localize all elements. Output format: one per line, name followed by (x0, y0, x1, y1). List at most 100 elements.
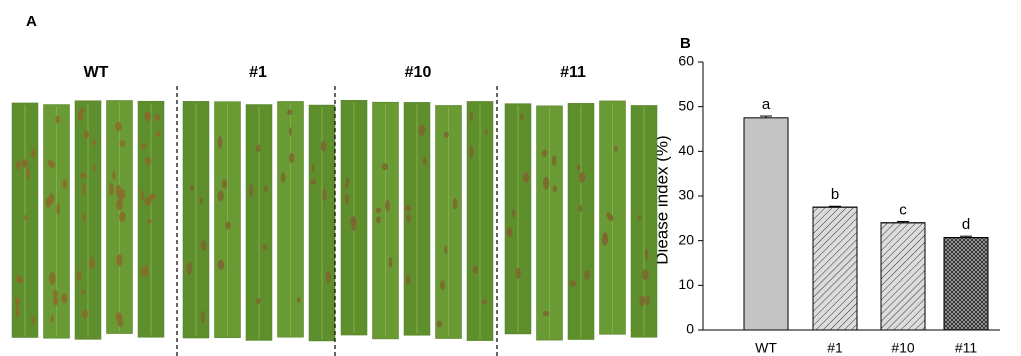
panel-label: A (26, 13, 37, 30)
lesion (49, 193, 55, 204)
lesion (444, 245, 447, 254)
lesion (382, 163, 388, 170)
lesion (80, 172, 86, 178)
lesion (225, 222, 230, 230)
lesion (584, 270, 590, 280)
x-tick-label: #1 (827, 340, 843, 356)
lesion (109, 183, 114, 196)
lesion (638, 215, 641, 221)
lesion (542, 150, 548, 157)
lesion (24, 215, 28, 220)
lesion (385, 200, 390, 212)
lesion (418, 124, 425, 135)
lesion (16, 161, 21, 170)
y-tick-label: 10 (678, 276, 694, 292)
lesion (119, 212, 126, 222)
lesion (89, 257, 95, 269)
bar-hatch (813, 207, 857, 330)
lesion (141, 143, 146, 150)
lesion (602, 233, 608, 246)
lesion (200, 197, 203, 204)
lesion (543, 177, 549, 190)
group-label: #10 (405, 64, 432, 81)
lesion (120, 140, 126, 146)
lesion (201, 310, 206, 323)
lesion (116, 200, 123, 211)
lesion (249, 184, 253, 197)
lesion (405, 205, 411, 213)
lesion (15, 306, 19, 318)
lesion (473, 266, 479, 274)
lesion (264, 185, 268, 192)
lesion (484, 129, 488, 134)
lesion (15, 297, 20, 305)
lesion (444, 131, 449, 138)
lesion (578, 206, 583, 212)
lesion (346, 177, 349, 185)
lesion (289, 127, 292, 136)
lesion (645, 249, 649, 260)
lesion (81, 290, 85, 295)
lesion (311, 179, 316, 185)
lesion (187, 262, 192, 275)
lesion (112, 170, 115, 180)
y-tick-label: 30 (678, 187, 694, 203)
lesion (287, 109, 292, 115)
lesion (553, 185, 558, 192)
lesion (322, 189, 326, 202)
lesion (155, 114, 160, 121)
lesion (26, 167, 30, 180)
lesion (345, 193, 349, 205)
lesion (639, 295, 645, 306)
bar (744, 118, 788, 330)
lesion (147, 113, 151, 124)
lesion (281, 172, 286, 182)
lesion (520, 113, 524, 121)
lesion (56, 202, 59, 215)
x-tick-label: WT (755, 340, 777, 356)
lesion (53, 297, 58, 306)
lesion (218, 136, 223, 148)
lesion (608, 215, 614, 221)
lesion (469, 145, 473, 158)
y-tick-label: 40 (678, 142, 694, 158)
lesion (141, 190, 145, 200)
significance-letter: d (962, 216, 970, 233)
x-tick-label: #10 (891, 340, 915, 356)
panel-label: B (680, 35, 691, 52)
lesion (79, 108, 84, 114)
lesion (297, 298, 301, 303)
lesion (31, 149, 36, 158)
y-tick-label: 0 (686, 321, 694, 337)
y-tick-label: 50 (678, 97, 694, 113)
lesion (406, 274, 411, 285)
lesion (115, 122, 122, 131)
x-tick-label: #11 (955, 340, 978, 356)
lesion (222, 179, 227, 189)
lesion (82, 214, 85, 222)
significance-letter: c (899, 201, 907, 218)
lesion (375, 208, 381, 214)
lesion (118, 316, 124, 328)
lesion (350, 216, 357, 226)
lesion (256, 145, 261, 152)
lesion (94, 165, 97, 171)
lesion (507, 227, 513, 238)
lesion (217, 260, 224, 270)
lesion (31, 317, 34, 326)
lesion (82, 183, 85, 195)
lesion (55, 116, 59, 124)
y-tick-label: 20 (678, 231, 694, 247)
significance-letter: a (762, 96, 771, 113)
lesion (145, 157, 151, 166)
lesion (469, 112, 473, 122)
lesion (577, 164, 581, 170)
lesion (512, 209, 515, 218)
lesion (569, 281, 576, 287)
lesion (61, 293, 67, 303)
lesion (147, 219, 151, 224)
lesion (256, 298, 261, 304)
lesion (289, 153, 294, 163)
significance-letter: b (831, 186, 839, 203)
lesion (116, 254, 122, 266)
